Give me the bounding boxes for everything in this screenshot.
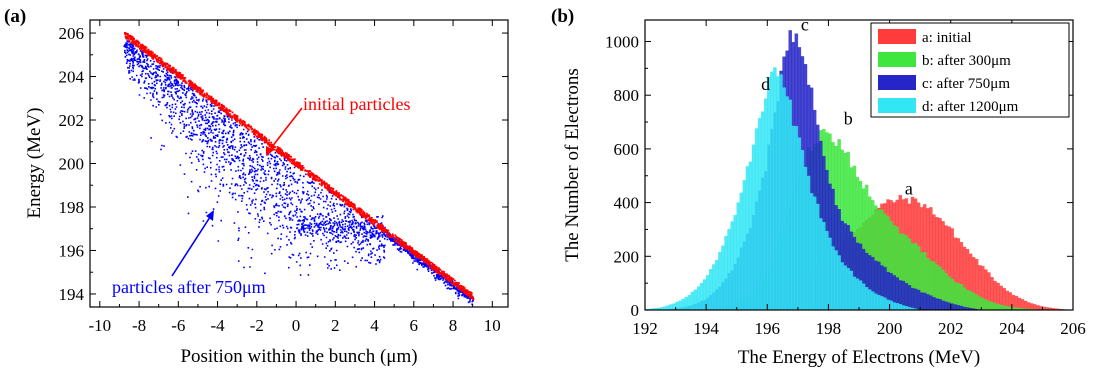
annotation-initial-arrow-head [266,146,274,156]
annotation-after-arrow-head [206,210,214,221]
curve-label-b: b [844,109,853,129]
panel-a-y-tick-label: 204 [59,68,85,87]
legend-swatch-c [878,75,916,90]
panel-b-y-tick-label: 0 [631,301,640,320]
panel-b-x-tick-label: 202 [938,319,964,338]
panel-a-x-tick-label: 8 [449,316,458,335]
panel-a-y-tick-label: 194 [59,285,85,304]
panel-b-x-tick-label: 194 [693,319,719,338]
panel-a-x-tick-label: 6 [410,316,419,335]
legend-swatch-a [878,29,916,44]
panel-b-x-tick-label: 200 [877,319,903,338]
panel-b-y-axis-label: The Number of Electrons [562,68,583,262]
legend-swatch-b [878,52,916,67]
legend-label-a: a: initial [922,30,972,46]
panel-a-y-tick-label: 200 [59,155,85,174]
panel-b-y-tick-label: 400 [614,194,640,213]
legend-label-b: b: after 300μm [922,53,1011,69]
panel-b-x-tick-label: 192 [632,319,658,338]
panel-a-x-axis-label: Position within the bunch (μm) [180,346,417,367]
panel-a-ticks: -10 -8 -6 -4 -2 0 2 4 6 8 10 194 196 198 200 202 204 206 [59,20,508,335]
panel-a-y-tick-label: 202 [59,111,85,130]
panel-a-x-tick-label: -8 [132,316,146,335]
panel-b-x-tick-label: 196 [755,319,781,338]
panel-a-y-tick-label: 206 [59,24,85,43]
histogram-series-d [644,67,921,311]
histogram-bars-d [644,67,921,311]
panel-b-ticks: 192 194 196 198 200 202 204 206 0 200 400 600 800 100… [605,20,1086,338]
panel-a-x-tick-label: 4 [370,316,379,335]
annotation-after-arrow-line [171,213,213,277]
curve-label-c: c [801,15,809,35]
panel-a-y-tick-label: 198 [59,198,85,217]
legend-label-d: d: after 1200μm [922,99,1019,115]
legend-swatch-d [878,98,916,113]
panel-a-x-tick-label: -2 [250,316,264,335]
panel-a-points [123,32,475,306]
panel-b-legend: a: initial b: after 300μm c: after 750μm d:… [870,22,1070,118]
panel-a-red-particles [124,32,475,301]
panel-b-y-tick-label: 600 [614,140,640,159]
panel-b-x-tick-label: 206 [1060,319,1086,338]
panel-b: (b) 192 194 196 198 200 202 204 206 0 200 400 600 80… [551,6,1086,368]
panel-a-blue-particles [123,37,475,306]
panel-a-x-tick-label: 2 [331,316,340,335]
panel-b-y-tick-label: 1000 [605,32,639,51]
panel-b-x-tick-label: 204 [999,319,1025,338]
panel-b-curve-labels: a b c d [761,15,913,199]
annotation-initial-particles: initial particles [303,94,410,114]
curve-label-a: a [905,179,913,199]
panel-b-y-tick-label: 800 [614,86,640,105]
panel-b-y-tick-label: 200 [614,247,640,266]
panel-a-y-axis-label: Energy (MeV) [24,108,45,219]
panel-a-y-tick-label: 196 [59,241,85,260]
panel-a-x-tick-label: -4 [210,316,225,335]
panel-b-label: (b) [551,6,574,27]
panel-a-x-tick-label: 0 [292,316,301,335]
panel-a-label: (a) [4,6,26,27]
panel-b-x-axis-label: The Energy of Electrons (MeV) [738,347,980,368]
panel-a-x-tick-label: -6 [171,316,185,335]
panel-a-x-tick-label: 10 [484,316,501,335]
annotation-particles-after-750um: particles after 750μm [112,277,266,297]
panel-a: (a) -10 -8 -6 -4 -2 0 2 4 6 8 10 194 196 198 200 202 204… [4,6,509,367]
panel-b-bars [644,30,1074,311]
legend-label-c: c: after 750μm [922,76,1010,92]
curve-label-d: d [761,74,770,94]
panel-a-x-tick-label: -10 [88,316,111,335]
annotation-initial-arrow-line [267,107,303,153]
panel-b-x-tick-label: 198 [816,319,842,338]
